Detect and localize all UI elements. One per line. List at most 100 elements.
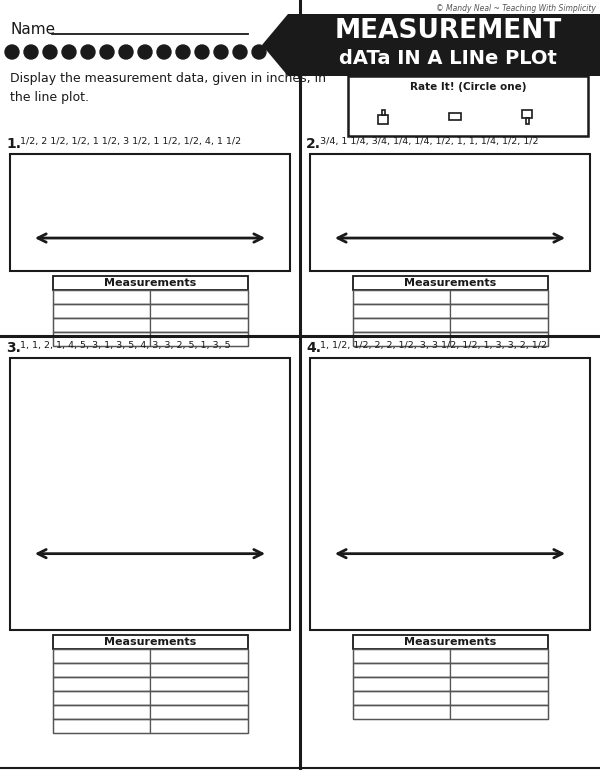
Bar bbox=[10, 358, 290, 630]
Bar bbox=[150, 691, 248, 705]
Text: dATa IN A LINe PLOt: dATa IN A LINe PLOt bbox=[339, 49, 557, 68]
Bar bbox=[353, 289, 450, 303]
Text: Measurements: Measurements bbox=[404, 278, 496, 288]
Bar bbox=[353, 691, 548, 705]
Circle shape bbox=[157, 45, 171, 59]
Polygon shape bbox=[262, 14, 600, 76]
Bar bbox=[450, 691, 548, 705]
Circle shape bbox=[138, 45, 152, 59]
Bar bbox=[53, 719, 150, 733]
Bar bbox=[353, 677, 450, 691]
Circle shape bbox=[214, 45, 228, 59]
Bar bbox=[353, 331, 450, 346]
Bar bbox=[348, 76, 588, 136]
Circle shape bbox=[100, 45, 114, 59]
Bar bbox=[53, 317, 248, 331]
Text: 3/4, 1 1/4, 3/4, 1/4, 1/4, 1/2, 1, 1, 1/4, 1/2, 1/2: 3/4, 1 1/4, 3/4, 1/4, 1/4, 1/2, 1, 1, 1/… bbox=[320, 137, 539, 146]
Circle shape bbox=[81, 45, 95, 59]
Text: 1.: 1. bbox=[6, 137, 21, 151]
Text: © Mandy Neal ~ Teaching With Simplicity: © Mandy Neal ~ Teaching With Simplicity bbox=[436, 4, 596, 13]
Bar bbox=[310, 154, 590, 271]
Bar bbox=[353, 635, 548, 649]
Text: Display the measurement data, given in inches, in
the line plot.: Display the measurement data, given in i… bbox=[10, 72, 326, 104]
Bar bbox=[353, 303, 548, 317]
Text: 2.: 2. bbox=[306, 137, 321, 151]
Text: 1, 1, 2, 1, 4, 5, 3, 1, 3, 5, 4, 3, 3, 2, 5, 1, 3, 5: 1, 1, 2, 1, 4, 5, 3, 1, 3, 5, 4, 3, 3, 2… bbox=[20, 341, 230, 350]
Bar bbox=[353, 303, 450, 317]
Bar bbox=[53, 289, 248, 303]
Bar bbox=[53, 331, 248, 346]
Bar bbox=[53, 705, 248, 719]
Bar bbox=[53, 705, 150, 719]
Bar bbox=[450, 289, 548, 303]
Text: Name: Name bbox=[10, 23, 55, 37]
Bar bbox=[53, 635, 248, 649]
Bar bbox=[53, 303, 248, 317]
Bar bbox=[382, 109, 385, 116]
Bar bbox=[53, 649, 248, 663]
Bar bbox=[150, 719, 248, 733]
Circle shape bbox=[252, 45, 266, 59]
Bar bbox=[353, 289, 548, 303]
Bar bbox=[353, 317, 548, 331]
Bar bbox=[378, 116, 388, 124]
Bar bbox=[353, 663, 548, 677]
Text: Measurements: Measurements bbox=[104, 278, 196, 288]
Bar bbox=[150, 705, 248, 719]
Bar bbox=[526, 118, 529, 124]
Circle shape bbox=[5, 45, 19, 59]
Bar bbox=[53, 303, 150, 317]
Bar bbox=[150, 331, 248, 346]
Bar bbox=[450, 705, 548, 719]
Text: MEASUREMENT: MEASUREMENT bbox=[334, 19, 562, 44]
Bar bbox=[522, 109, 532, 118]
Circle shape bbox=[24, 45, 38, 59]
Bar bbox=[353, 331, 548, 346]
Bar bbox=[450, 303, 548, 317]
Bar bbox=[53, 677, 150, 691]
Text: 1/2, 2 1/2, 1/2, 1 1/2, 3 1/2, 1 1/2, 1/2, 4, 1 1/2: 1/2, 2 1/2, 1/2, 1 1/2, 3 1/2, 1 1/2, 1/… bbox=[20, 137, 241, 146]
Text: 4.: 4. bbox=[306, 341, 321, 355]
Bar bbox=[450, 317, 548, 331]
Bar bbox=[53, 275, 248, 289]
Circle shape bbox=[43, 45, 57, 59]
Bar bbox=[150, 289, 248, 303]
Circle shape bbox=[119, 45, 133, 59]
Bar bbox=[53, 719, 248, 733]
Bar bbox=[53, 691, 248, 705]
Bar bbox=[353, 663, 450, 677]
Bar bbox=[353, 649, 450, 663]
Bar bbox=[150, 317, 248, 331]
Circle shape bbox=[195, 45, 209, 59]
Text: Measurements: Measurements bbox=[104, 637, 196, 646]
Bar bbox=[150, 677, 248, 691]
Bar bbox=[53, 649, 150, 663]
Bar bbox=[450, 677, 548, 691]
Bar bbox=[450, 331, 548, 346]
Bar bbox=[150, 649, 248, 663]
Circle shape bbox=[62, 45, 76, 59]
Bar bbox=[150, 303, 248, 317]
Bar bbox=[353, 275, 548, 289]
Bar bbox=[53, 677, 248, 691]
Bar bbox=[353, 691, 450, 705]
Bar bbox=[353, 677, 548, 691]
Text: 1, 1/2, 1/2, 2, 2, 1/2, 3, 3 1/2, 1/2, 1, 3, 3, 2, 1/2: 1, 1/2, 1/2, 2, 2, 1/2, 3, 3 1/2, 1/2, 1… bbox=[320, 341, 547, 350]
Circle shape bbox=[233, 45, 247, 59]
Bar bbox=[353, 705, 548, 719]
Bar bbox=[449, 113, 461, 120]
Text: Rate It! (Circle one): Rate It! (Circle one) bbox=[410, 82, 526, 92]
Text: Measurements: Measurements bbox=[404, 637, 496, 646]
Bar bbox=[353, 705, 450, 719]
Bar bbox=[53, 317, 150, 331]
Bar bbox=[310, 358, 590, 630]
Bar bbox=[353, 649, 548, 663]
Bar bbox=[10, 154, 290, 271]
Bar bbox=[53, 663, 248, 677]
Bar bbox=[53, 289, 150, 303]
Bar bbox=[450, 649, 548, 663]
Bar bbox=[53, 331, 150, 346]
Bar bbox=[150, 663, 248, 677]
Circle shape bbox=[176, 45, 190, 59]
Bar bbox=[353, 317, 450, 331]
